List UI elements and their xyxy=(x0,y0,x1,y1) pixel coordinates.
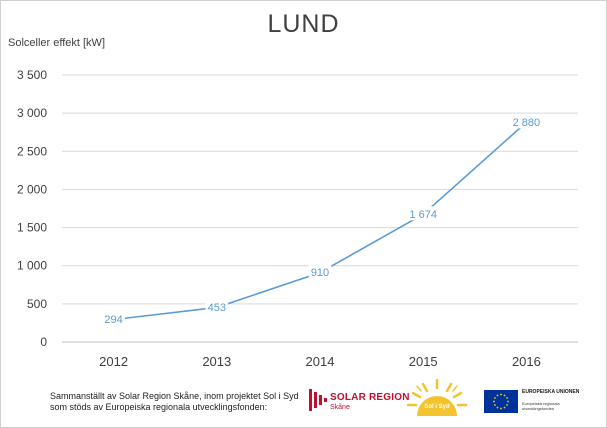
x-tick-label: 2013 xyxy=(202,354,231,369)
data-label: 910 xyxy=(311,267,329,279)
data-labels: 294 453 910 1 674 2 880 xyxy=(102,114,544,326)
data-label: 1 674 xyxy=(409,209,437,221)
y-tick-label: 0 xyxy=(40,335,47,349)
x-tick-label: 2016 xyxy=(512,354,541,369)
data-label-bg xyxy=(308,264,332,279)
solar-region-name: SOLAR REGION xyxy=(330,392,410,403)
sun-icon xyxy=(406,378,468,416)
solar-region-sub: Skåne xyxy=(330,404,350,411)
series-line xyxy=(113,121,527,321)
sol-i-syd-text: Sol i Syd xyxy=(424,404,450,410)
y-tick-label: 1 500 xyxy=(17,221,47,235)
solar-region-logo: SOLAR REGION Skåne xyxy=(309,386,409,416)
eu-title: EUROPEISKA UNIONEN xyxy=(522,389,580,395)
eu-star-icon xyxy=(493,400,495,403)
eu-star-icon xyxy=(496,394,499,397)
eu-star-icon xyxy=(496,406,499,409)
data-label: 2 880 xyxy=(513,117,541,129)
x-tick-label: 2014 xyxy=(306,354,335,369)
chart-title: LUND xyxy=(267,10,340,38)
footer-line-1: Sammanställt av Solar Region Skåne, inom… xyxy=(50,391,299,401)
x-tick-label: 2012 xyxy=(99,354,128,369)
y-tick-label: 3 500 xyxy=(17,68,47,82)
eu-star-icon xyxy=(500,393,502,396)
eu-star-icon xyxy=(507,400,509,403)
x-tick-label: 2015 xyxy=(409,354,438,369)
footer-line-2: som stöds av Europeiska regionala utveck… xyxy=(50,402,268,412)
eu-star-icon xyxy=(506,404,508,406)
data-label-bg xyxy=(405,206,441,221)
y-tick-label: 500 xyxy=(27,297,47,311)
gridlines xyxy=(62,74,578,343)
data-label: 294 xyxy=(104,314,122,326)
eu-star-icon xyxy=(494,397,496,399)
eu-star-icon xyxy=(503,406,506,409)
eu-flag-icon xyxy=(484,390,518,413)
y-tick-label: 2 000 xyxy=(17,182,47,196)
eu-subtitle: Europeiska regionala utvecklingsfonden xyxy=(522,401,560,411)
eu-logo: EUROPEISKA UNIONEN Europeiska regionala … xyxy=(484,388,594,416)
data-label-bg xyxy=(205,299,229,314)
eu-star-icon xyxy=(494,404,496,406)
y-tick-label: 1 000 xyxy=(17,259,47,273)
y-tick-labels: 0 500 1 000 1 500 2 000 2 500 3 000 3 500 xyxy=(17,68,47,349)
y-tick-label: 3 000 xyxy=(17,106,47,120)
eu-star-icon xyxy=(500,407,502,410)
y-tick-label: 2 500 xyxy=(17,144,47,158)
eu-star-icon xyxy=(506,397,508,399)
eu-star-icon xyxy=(503,394,506,397)
solar-region-mark-icon xyxy=(309,389,327,411)
x-tick-labels: 2012 2013 2014 2015 2016 xyxy=(99,354,541,369)
data-label-bg xyxy=(508,114,544,129)
footer-note: Sammanställt av Solar Region Skåne, inom… xyxy=(50,391,299,413)
data-label-bg xyxy=(102,311,125,326)
data-label: 453 xyxy=(208,302,226,314)
sol-i-syd-logo: Sol i Syd xyxy=(405,378,469,418)
y-axis-label: Solceller effekt [kW] xyxy=(8,37,105,49)
